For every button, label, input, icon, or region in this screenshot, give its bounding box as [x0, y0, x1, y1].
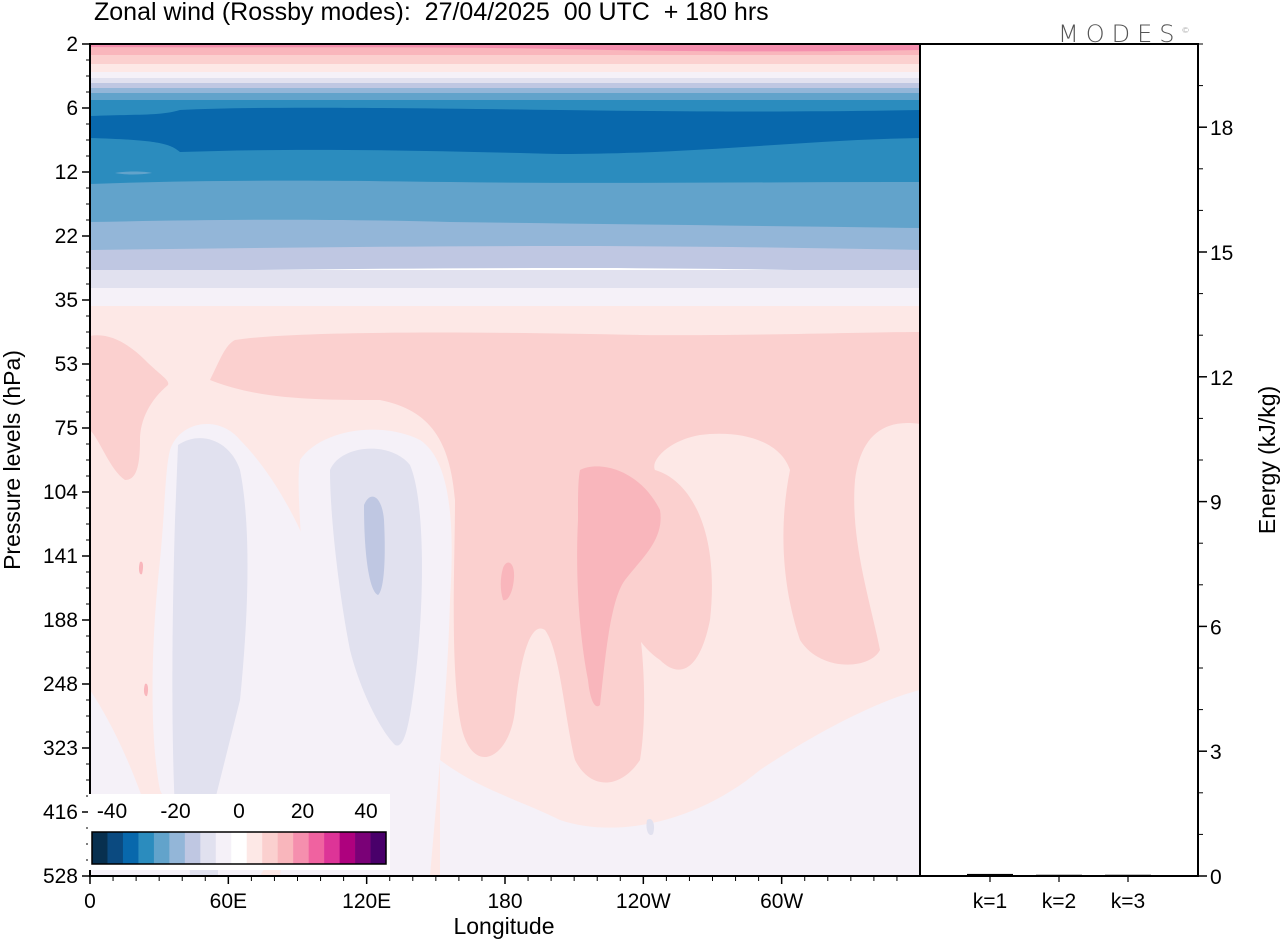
x-axis-title: Longitude — [453, 913, 554, 939]
contour-band — [90, 83, 920, 89]
category-label: k=3 — [1111, 890, 1145, 913]
energy-tick-label: 3 — [1210, 741, 1222, 764]
energy-tick-label: 6 — [1210, 616, 1222, 639]
colorbar-label: 40 — [354, 800, 377, 823]
y-tick-label: 416 — [43, 801, 78, 824]
contour-band — [330, 448, 422, 746]
colorbar-swatch — [107, 832, 124, 864]
contour-band — [172, 438, 248, 860]
energy-axis-title: Energy (kJ/kg) — [1254, 386, 1280, 534]
energy-tick-label: 12 — [1210, 367, 1233, 390]
colorbar-swatch — [184, 832, 201, 864]
heatmap-panel — [90, 44, 920, 876]
y-tick-label: 104 — [43, 481, 78, 504]
contour-band — [90, 100, 920, 110]
colorbar-swatch — [122, 832, 139, 864]
contour-band — [500, 562, 515, 601]
colorbar-swatch — [200, 832, 217, 864]
y-tick-label: 141 — [43, 545, 78, 568]
x-tick-label: 180 — [487, 890, 522, 913]
y-tick-label: 53 — [55, 353, 78, 376]
energy-tick-label: 0 — [1210, 866, 1222, 889]
colorbar-swatch — [293, 832, 309, 864]
energy-panel-frame — [919, 43, 1199, 877]
y-tick-label: 188 — [43, 609, 78, 632]
colorbar-swatch — [308, 832, 325, 864]
colorbar-swatch — [277, 832, 294, 864]
colorbar-frame — [91, 831, 387, 865]
y-tick-label: 323 — [43, 737, 78, 760]
colorbar-swatch — [339, 832, 356, 864]
contour-band — [90, 335, 169, 480]
chart-title: Zonal wind (Rossby modes): 27/04/2025 00… — [94, 0, 769, 26]
contour-band — [90, 44, 920, 52]
colorbar-swatch — [324, 832, 340, 864]
contour-band — [364, 496, 385, 595]
energy-bars: k=1 k=2 k=3 — [967, 873, 1151, 913]
contour-band — [90, 78, 920, 84]
x-tick-label: 60W — [760, 890, 803, 913]
contour-band — [90, 219, 920, 252]
contour-band — [90, 246, 920, 272]
colorbar-swatch — [246, 832, 263, 864]
contour-band — [577, 466, 661, 707]
category-label: k=2 — [1042, 890, 1076, 913]
colorbar-label: 20 — [291, 800, 314, 823]
colorbar-swatch — [215, 832, 232, 864]
contour-band — [90, 270, 920, 292]
energy-tick-label: 18 — [1210, 117, 1233, 140]
y-tick-label: 12 — [55, 161, 78, 184]
energy-bar — [1036, 874, 1082, 877]
x-tick-label: 60E — [210, 890, 247, 913]
colorbar-label: 0 — [233, 800, 245, 823]
colorbar-swatch — [169, 832, 186, 864]
colorbar-label: -40 — [97, 800, 127, 823]
energy-axis: 0 3 6 9 12 15 18 — [1198, 43, 1233, 889]
contour-band — [90, 72, 920, 79]
contour-band — [646, 818, 655, 836]
energy-tick-label: 9 — [1210, 492, 1222, 515]
y-tick-label: 22 — [55, 225, 78, 248]
contour-band — [440, 690, 920, 876]
energy-tick-label: 15 — [1210, 242, 1233, 265]
y-tick-label: 248 — [43, 673, 78, 696]
y-tick-label: 35 — [55, 289, 78, 312]
x-tick-label: 0 — [84, 890, 96, 913]
contour-band — [115, 171, 152, 175]
contour-band — [143, 683, 149, 697]
y-tick-label: 528 — [43, 865, 78, 888]
x-axis: 0 60E 120E 180 120W 60W — [84, 876, 898, 913]
category-label: k=1 — [973, 890, 1007, 913]
y-axis-title: Pressure levels (hPa) — [0, 350, 25, 570]
contour-band — [90, 107, 920, 154]
contour-band — [90, 55, 920, 65]
y-tick-label: 75 — [55, 417, 78, 440]
contour-band — [90, 64, 920, 73]
colorbar-swatch — [355, 832, 371, 864]
colorbar-label: -20 — [160, 800, 190, 823]
contour-band — [204, 454, 235, 482]
colorbar-swatch — [262, 832, 278, 864]
contour-band — [210, 332, 920, 783]
colorbar-swatch — [92, 832, 108, 864]
contour-band — [90, 88, 920, 94]
energy-bar — [1105, 874, 1151, 877]
x-tick-label: 120E — [342, 890, 391, 913]
contour-band — [138, 561, 144, 575]
y-axis: 2 6 12 22 35 53 75 104 141 188 248 323 416 528 — [43, 33, 90, 888]
copyright-mark: © — [1181, 26, 1190, 35]
contour-band — [90, 288, 920, 308]
contour-band — [90, 180, 920, 231]
y-tick-label: 2 — [66, 33, 78, 56]
colorbar-swatch — [138, 832, 155, 864]
colorbar-swatch — [153, 832, 170, 864]
colorbar-swatch — [370, 832, 387, 864]
contour-band — [90, 93, 920, 101]
colorbar: -40 -20 0 20 40 — [88, 794, 390, 870]
x-tick-label: 120W — [616, 890, 671, 913]
energy-bar — [967, 873, 1013, 876]
colorbar-swatch — [231, 832, 248, 864]
y-tick-label: 6 — [66, 97, 78, 120]
